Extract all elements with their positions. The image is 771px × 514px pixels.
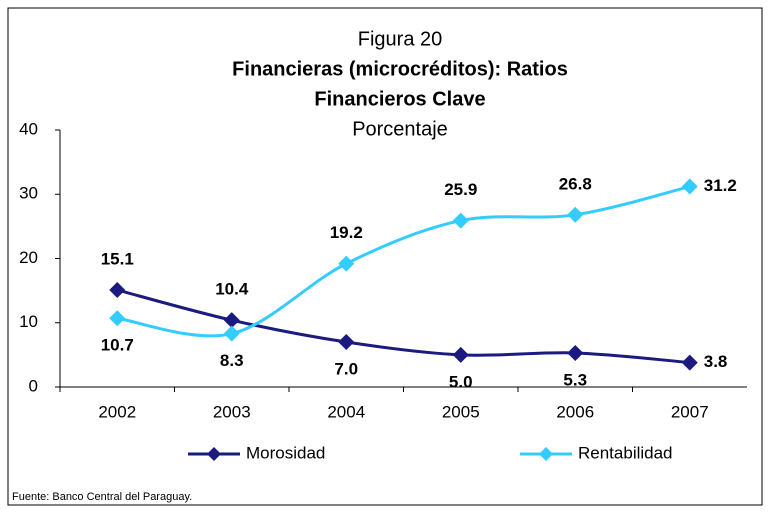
y-tick-label: 40 [19, 119, 38, 138]
data-label: 5.0 [449, 372, 473, 391]
data-label: 8.3 [220, 351, 244, 370]
data-label: 26.8 [559, 174, 592, 193]
data-label: 10.4 [215, 280, 249, 299]
chart-title: Financieras (microcréditos): Ratios [232, 58, 568, 80]
marker [567, 344, 584, 361]
y-tick-label: 30 [19, 184, 38, 203]
data-label: 5.3 [563, 370, 587, 389]
chart-supertitle: Figura 20 [358, 28, 443, 50]
marker [223, 312, 240, 329]
data-label: 10.7 [101, 336, 134, 355]
marker [681, 354, 698, 371]
x-tick-label: 2004 [327, 402, 365, 421]
marker [338, 255, 355, 272]
x-tick-label: 2003 [213, 402, 251, 421]
y-tick-label: 10 [19, 312, 38, 331]
marker [109, 281, 126, 298]
series-line [117, 185, 691, 338]
data-label: 25.9 [444, 180, 477, 199]
data-label: 31.2 [704, 176, 737, 195]
marker [567, 206, 584, 223]
x-tick-label: 2002 [98, 402, 136, 421]
chart-title: Financieros Clave [314, 88, 485, 110]
x-tick-label: 2005 [442, 402, 480, 421]
legend-marker [539, 447, 553, 461]
series-line [116, 288, 690, 365]
marker [223, 325, 240, 342]
marker [681, 178, 698, 195]
x-tick-label: 2006 [556, 402, 594, 421]
data-label: 15.1 [101, 249, 134, 268]
legend-marker [207, 447, 221, 461]
marker [452, 346, 469, 363]
marker [109, 310, 126, 327]
source-note: Fuente: Banco Central del Paraguay. [12, 491, 192, 503]
y-tick-label: 20 [19, 248, 38, 267]
y-tick-label: 0 [29, 376, 38, 395]
marker [452, 212, 469, 229]
marker [338, 334, 355, 351]
x-tick-label: 2007 [671, 402, 709, 421]
chart-subtitle: Porcentaje [352, 118, 448, 140]
chart-frame [7, 7, 763, 506]
legend-label: Rentabilidad [578, 443, 673, 462]
data-label: 19.2 [330, 223, 363, 242]
data-label: 3.8 [704, 352, 728, 371]
data-label: 7.0 [334, 360, 358, 379]
legend-label: Morosidad [246, 443, 325, 462]
